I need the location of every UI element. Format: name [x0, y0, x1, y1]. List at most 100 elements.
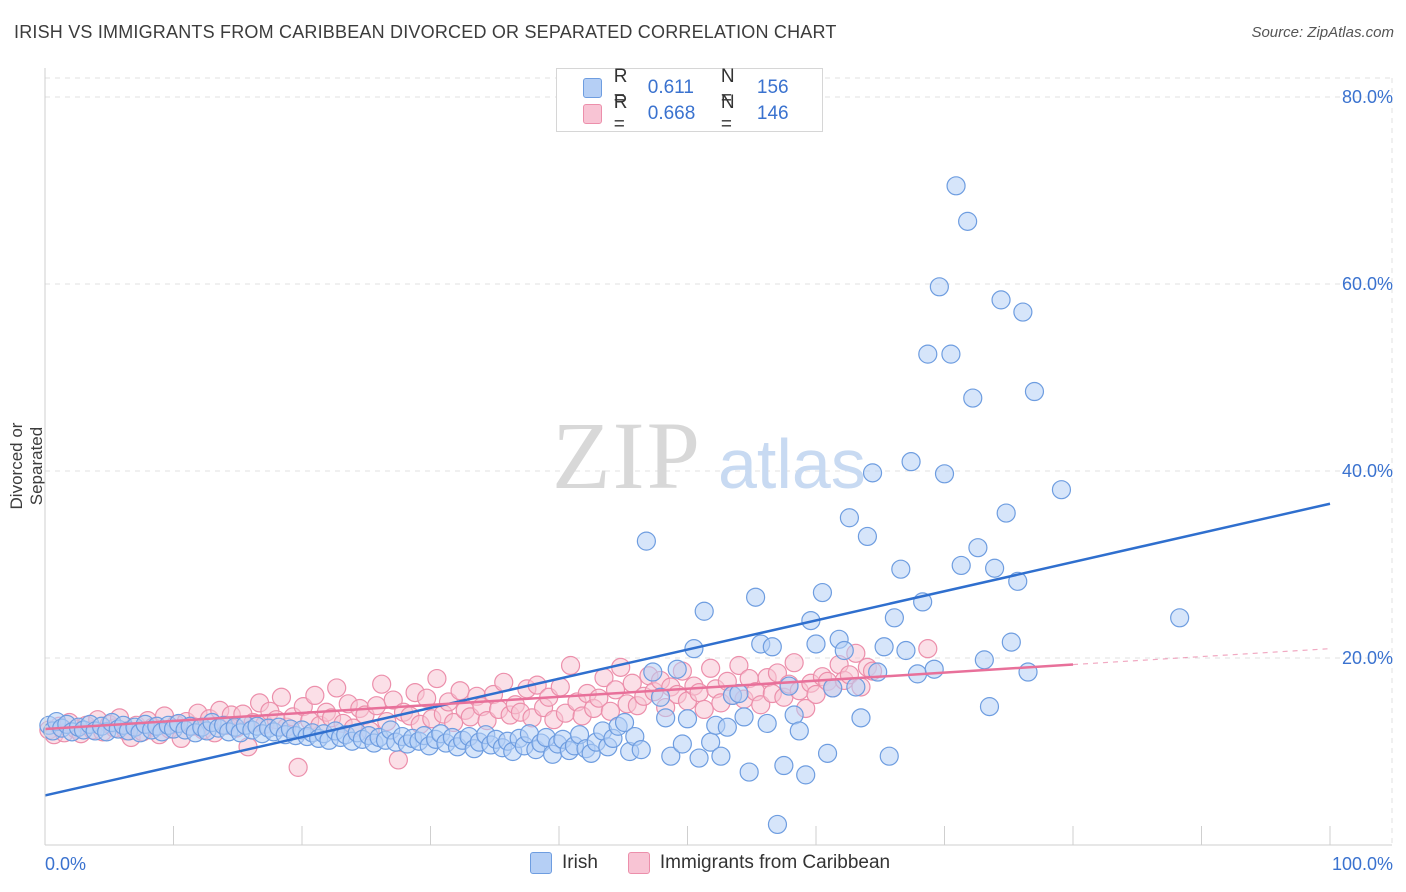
irish-point	[779, 676, 799, 696]
irish-point	[896, 640, 916, 661]
caribbean-point	[427, 668, 447, 689]
irish-legend-label: Irish	[562, 852, 598, 873]
irish-point	[656, 708, 676, 728]
irish-point	[806, 634, 826, 654]
caribbean-point	[327, 678, 347, 698]
irish-point	[991, 290, 1011, 310]
gridlines	[45, 77, 1393, 845]
irish-point	[729, 683, 749, 704]
series-legend: Irish Immigrants from Caribbean	[530, 852, 920, 874]
irish-n-label: N =	[720, 66, 735, 109]
irish-point	[817, 743, 838, 763]
irish-point	[846, 677, 866, 697]
caribbean-trend-line	[44, 663, 1074, 731]
irish-point	[946, 176, 966, 196]
caribbean-n-value: 146	[756, 103, 789, 124]
irish-point	[636, 531, 656, 551]
irish-point	[1170, 608, 1190, 628]
caribbean-swatch	[583, 104, 602, 124]
irish-trend-line	[44, 502, 1331, 797]
x-tick-label: 100.0%	[1332, 854, 1393, 874]
y-tick-label: 80.0%	[1342, 87, 1393, 107]
caribbean-point	[388, 750, 408, 770]
irish-point	[985, 558, 1005, 578]
caribbean-point	[366, 696, 387, 716]
irish-point	[823, 678, 843, 698]
irish-point	[746, 587, 766, 607]
irish-point	[739, 762, 759, 782]
watermark-atlas: atlas	[718, 425, 866, 503]
irish-point	[667, 659, 687, 679]
irish-point	[924, 659, 944, 679]
irish-point	[643, 662, 663, 682]
caribbean-point	[271, 687, 292, 707]
caribbean-point	[450, 681, 470, 701]
irish-point	[874, 637, 894, 657]
trend-lines	[44, 502, 1331, 797]
caribbean-point	[806, 684, 826, 705]
irish-legend-swatch	[530, 852, 552, 874]
legend-row-caribbean: R = 0.668 N = 146	[583, 92, 822, 135]
irish-point	[963, 388, 983, 408]
caribbean-trend-extension	[1072, 648, 1331, 666]
irish-point	[734, 707, 754, 727]
irish-swatch	[583, 78, 602, 98]
irish-point	[996, 503, 1016, 523]
irish-point	[958, 211, 978, 231]
irish-point	[784, 705, 804, 725]
axes: 20.0% 40.0% 60.0% 80.0% 0.0% 100.0%	[44, 68, 1393, 874]
irish-point	[650, 687, 671, 707]
irish-point	[901, 452, 921, 472]
caribbean-legend-label: Immigrants from Caribbean	[659, 852, 891, 873]
caribbean-point	[689, 682, 709, 703]
caribbean-point	[729, 655, 749, 676]
watermark: ZIP atlas	[552, 402, 866, 509]
caribbean-point	[694, 699, 714, 720]
irish-point	[879, 746, 899, 766]
y-tick-label: 20.0%	[1342, 648, 1393, 668]
caribbean-legend-swatch	[627, 852, 650, 874]
irish-point	[1024, 381, 1045, 402]
irish-point	[1051, 480, 1072, 500]
irish-point	[968, 538, 988, 558]
irish-point	[789, 721, 809, 741]
x-tick-label: 0.0%	[45, 854, 86, 874]
caribbean-point	[417, 688, 437, 708]
chart-title: IRISH VS IMMIGRANTS FROM CARIBBEAN DIVOR…	[14, 22, 837, 42]
irish-point	[918, 344, 938, 364]
caribbean-point	[918, 639, 938, 659]
caribbean-point	[372, 674, 392, 694]
caribbean-point	[751, 695, 771, 715]
irish-point	[884, 608, 904, 628]
caribbean-point	[600, 701, 621, 721]
irish-point	[1001, 632, 1021, 652]
caribbean-point	[288, 757, 308, 777]
irish-point	[1013, 302, 1033, 322]
irish-point	[762, 637, 782, 657]
irish-point	[812, 582, 833, 603]
irish-point	[851, 708, 871, 728]
legend-item-irish: Irish	[530, 852, 598, 874]
caribbean-point	[305, 685, 325, 706]
correlation-legend: R = 0.611 N = 156 R = 0.668 N = 146	[556, 66, 823, 135]
caribbean-r-value: 0.668	[647, 103, 696, 124]
irish-point	[934, 464, 955, 484]
caribbean-point	[784, 653, 804, 673]
caribbean-n-label: N =	[720, 92, 735, 135]
irish-point	[757, 713, 777, 734]
legend-item-caribbean: Immigrants from Caribbean	[627, 852, 891, 874]
caribbean-r-label: R =	[613, 92, 628, 135]
irish-point	[661, 746, 681, 766]
irish-point	[672, 734, 692, 754]
irish-r-label: R =	[613, 66, 628, 109]
irish-n-value: 156	[756, 77, 789, 98]
irish-point	[862, 463, 883, 483]
irish-point	[767, 814, 788, 835]
irish-point	[677, 709, 698, 729]
irish-point	[941, 344, 961, 364]
irish-point	[979, 697, 1000, 717]
caribbean-point	[701, 658, 721, 678]
irish-point	[694, 601, 714, 621]
caribbean-points	[39, 639, 938, 777]
